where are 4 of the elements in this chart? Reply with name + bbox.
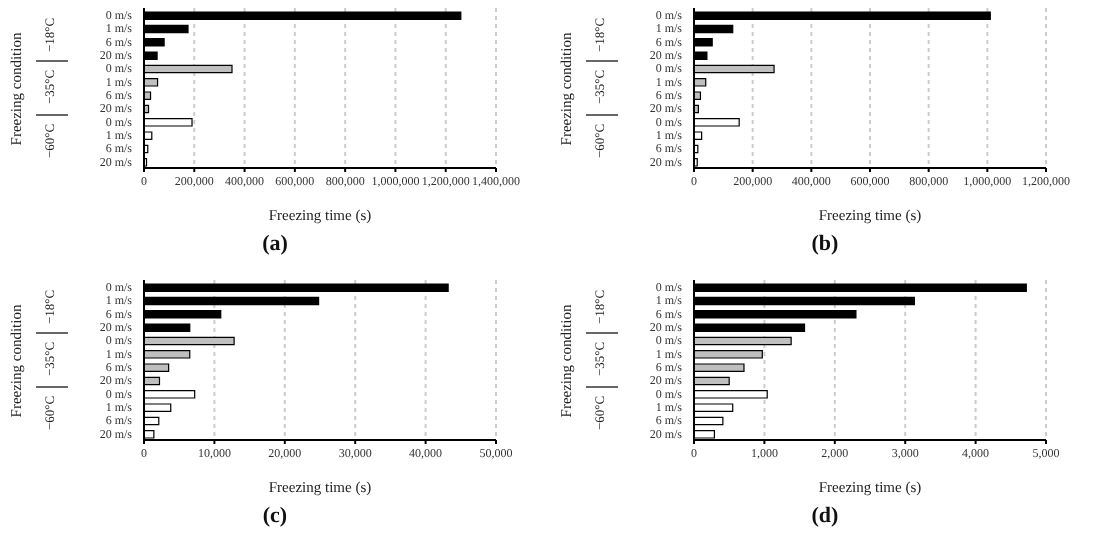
text: (a) bbox=[260, 232, 290, 256]
text: (d) bbox=[809, 504, 841, 528]
text: (c) bbox=[260, 504, 290, 528]
text: (b) bbox=[809, 232, 841, 256]
